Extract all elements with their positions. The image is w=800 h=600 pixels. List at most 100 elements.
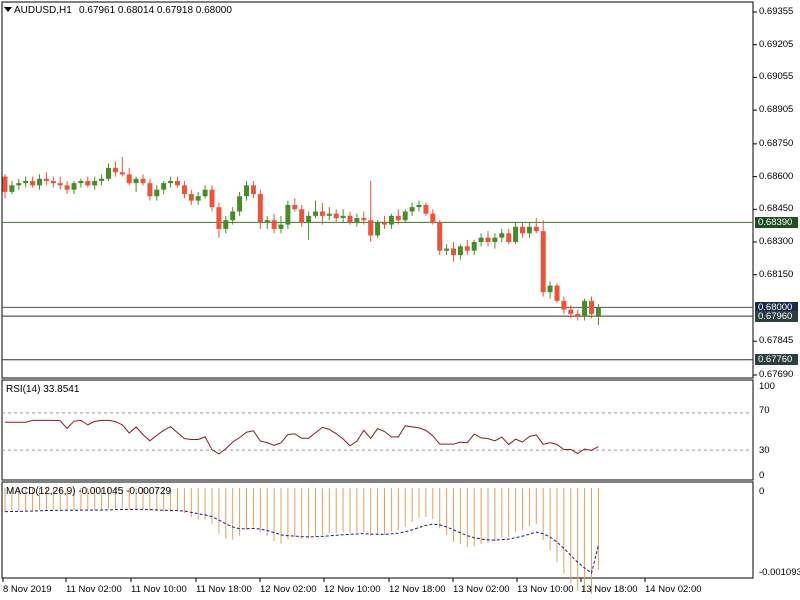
candle-body <box>568 309 574 314</box>
candle-body <box>181 185 187 195</box>
candle-body <box>513 226 519 243</box>
candle-body <box>326 213 332 216</box>
price-tick-label: 0.69355 <box>759 6 794 17</box>
candle-body <box>209 189 215 208</box>
price-tick-label: 0.68750 <box>759 137 794 149</box>
candle-body <box>340 215 346 219</box>
candle-body <box>306 215 312 223</box>
candle-body <box>175 180 180 186</box>
candle-body <box>126 174 132 184</box>
candle-body <box>264 220 270 223</box>
candle-body <box>223 220 229 229</box>
price-tick-label: 0.68600 <box>759 170 794 182</box>
rsi-title: RSI(14) 33.8541 <box>6 384 80 395</box>
rsi-line <box>5 419 599 455</box>
macd-tick-min: -0.001093 <box>759 567 800 578</box>
candle-body <box>99 178 105 181</box>
candle-body <box>161 183 167 190</box>
rsi-tick-70: 70 <box>759 405 770 416</box>
candle-body <box>271 220 277 229</box>
macd-title: MACD(12,26,9) -0.001045 -0.000729 <box>6 486 172 497</box>
macd-signal-line <box>4 508 599 575</box>
candle-body <box>106 167 111 179</box>
candle-body <box>250 185 256 195</box>
candle-body <box>71 183 77 190</box>
time-tick-label: 12 Nov 18:00 <box>389 584 446 595</box>
candle-body <box>457 246 463 256</box>
time-tick-label: 13 Nov 02:00 <box>453 584 510 595</box>
time-tick-label: 13 Nov 18:00 <box>581 584 638 595</box>
candle-body <box>395 215 401 221</box>
candle-body <box>57 183 63 186</box>
time-tick-label: 12 Nov 02:00 <box>260 584 317 595</box>
symbol-label: AUDUSD,H1 <box>14 5 72 16</box>
candle-body <box>140 178 146 184</box>
candle-body <box>319 211 325 216</box>
candle-body <box>582 300 588 317</box>
candle-body <box>64 185 70 190</box>
time-tick-label: 14 Nov 02:00 <box>645 584 702 595</box>
candle-body <box>547 285 553 293</box>
candle-body <box>78 180 84 184</box>
macd-panel-frame <box>1 481 754 579</box>
price-level-label: 0.68000 <box>755 301 798 313</box>
candle-body <box>354 218 360 223</box>
candle-body <box>133 178 139 184</box>
price-tick-label: 0.68905 <box>759 104 794 116</box>
candle-body <box>237 196 243 212</box>
candle-body <box>423 204 429 214</box>
candle-body <box>244 185 249 197</box>
price-tick-label: 0.68450 <box>759 203 794 215</box>
candle-body <box>85 180 91 186</box>
candle-body <box>409 207 415 212</box>
candle-body <box>368 220 374 236</box>
candle-body <box>112 167 118 173</box>
candle-body <box>333 213 339 219</box>
candle-body <box>506 233 512 243</box>
time-tick-label: 11 Nov 02:00 <box>66 584 122 595</box>
candle-body <box>147 183 153 197</box>
candle-body <box>278 224 284 229</box>
price-tick-label: 0.67845 <box>759 335 794 347</box>
time-tick-label: 11 Nov 18:00 <box>196 584 252 595</box>
ohlc-readout: 0.67961 0.68014 0.67918 0.68000 <box>79 5 232 16</box>
candle-body <box>188 194 194 201</box>
candle-body <box>292 204 298 210</box>
candle-body <box>575 313 581 317</box>
candle-body <box>50 180 56 184</box>
candle-body <box>37 178 42 186</box>
price-level-label: 0.67760 <box>755 354 798 366</box>
candle-body <box>485 237 491 243</box>
candle-body <box>9 185 15 192</box>
candle-body <box>540 231 546 293</box>
candle-body <box>478 237 484 243</box>
price-level-label: 0.68390 <box>755 216 798 228</box>
rsi-tick-100: 100 <box>759 381 775 392</box>
candle-body <box>16 183 22 186</box>
candle-body <box>533 226 539 232</box>
price-tick-label: 0.69205 <box>759 38 794 50</box>
candle-body <box>437 222 443 251</box>
candle-body <box>30 180 36 186</box>
candle-body <box>471 242 477 251</box>
candle-body <box>382 222 387 225</box>
candle-body <box>92 180 98 186</box>
symbol-dropdown-icon[interactable] <box>4 7 12 12</box>
candle-body <box>154 189 160 197</box>
candle-body <box>388 215 394 225</box>
time-tick-label: 11 Nov 10:00 <box>131 584 187 595</box>
candle-body <box>589 300 594 314</box>
candle-body <box>299 209 305 223</box>
candle-body <box>313 211 318 216</box>
candle-body <box>464 246 470 251</box>
candle-body <box>526 226 532 234</box>
rsi-tick-30: 30 <box>759 445 770 456</box>
candle-body <box>43 178 49 181</box>
time-tick-label: 13 Nov 10:00 <box>517 584 574 595</box>
rsi-tick-0: 0 <box>759 470 765 481</box>
candle-body <box>499 233 505 238</box>
candle-body <box>595 307 601 316</box>
candle-body <box>375 222 381 236</box>
price-tick-label: 0.67690 <box>759 369 794 380</box>
